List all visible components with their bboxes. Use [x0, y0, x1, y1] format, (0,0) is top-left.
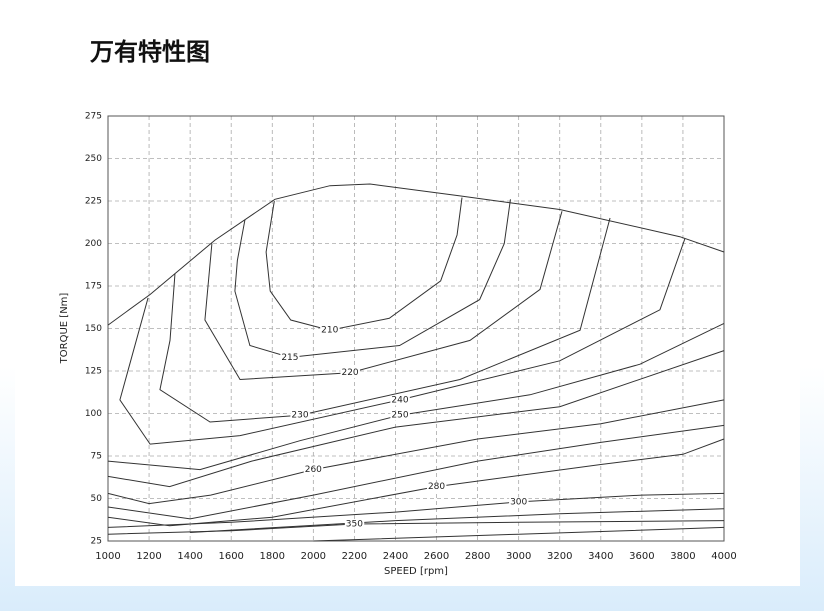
x-tick-label: 2000	[301, 551, 326, 562]
y-axis-label: TORQUE [Nm]	[59, 293, 70, 365]
slide-title: 万有特性图	[90, 37, 210, 66]
x-tick-label: 1200	[136, 551, 161, 562]
x-tick-label: 3800	[670, 551, 695, 562]
y-tick-label: 100	[85, 409, 102, 419]
contour-label: 250	[391, 411, 408, 421]
x-tick-label: 1000	[95, 551, 120, 562]
contour-line	[119, 238, 686, 445]
contour-label: 300	[510, 497, 527, 507]
label-bg	[344, 519, 365, 530]
contour-line	[190, 508, 725, 533]
chart-panel	[15, 76, 800, 586]
contour-label: 350	[346, 520, 363, 530]
contour-label: 230	[291, 411, 308, 421]
contour-label: 210	[321, 326, 338, 336]
y-tick-label: 200	[85, 239, 102, 249]
label-bg	[280, 352, 300, 363]
contour-line	[107, 183, 725, 326]
x-tick-label: 2800	[465, 551, 490, 562]
label-bg	[509, 497, 529, 508]
x-tick-label: 2400	[383, 551, 408, 562]
y-tick-label: 175	[85, 282, 102, 292]
y-tick-label: 275	[85, 112, 102, 122]
contour-label: 280	[428, 482, 445, 492]
contour-label: 215	[281, 353, 298, 363]
x-tick-label: 2200	[342, 551, 367, 562]
x-tick-label: 4000	[711, 551, 736, 562]
y-tick-label: 25	[91, 537, 102, 547]
x-tick-label: 1800	[260, 551, 285, 562]
y-tick-label: 50	[91, 494, 103, 504]
contour-line	[107, 424, 725, 520]
y-tick-label: 125	[85, 367, 102, 377]
contour-line	[159, 217, 611, 423]
x-tick-label: 3000	[506, 551, 531, 562]
x-tick-label: 3200	[547, 551, 572, 562]
contour-label: 260	[305, 465, 322, 475]
contour-label: 220	[341, 368, 358, 378]
x-axis-label: SPEED [rpm]	[384, 566, 448, 577]
y-tick-label: 150	[85, 324, 102, 334]
contour-line	[313, 526, 725, 542]
x-tick-label: 3600	[629, 551, 654, 562]
label-bg	[390, 395, 410, 406]
label-bg	[390, 410, 410, 421]
y-tick-label: 225	[85, 197, 102, 207]
label-bg	[303, 465, 324, 476]
x-tick-label: 3400	[588, 551, 613, 562]
label-bg	[320, 325, 340, 336]
contour-label: 240	[391, 395, 408, 405]
y-tick-label: 250	[85, 154, 102, 164]
label-bg	[426, 482, 447, 493]
plot-frame	[107, 115, 725, 542]
x-tick-label: 2600	[424, 551, 449, 562]
label-bg	[290, 410, 310, 421]
contour-line	[107, 350, 725, 488]
y-tick-label: 75	[91, 452, 102, 462]
x-tick-label: 1600	[218, 551, 243, 562]
x-tick-label: 1400	[177, 551, 202, 562]
label-bg	[340, 368, 360, 379]
contour-line	[107, 492, 725, 528]
